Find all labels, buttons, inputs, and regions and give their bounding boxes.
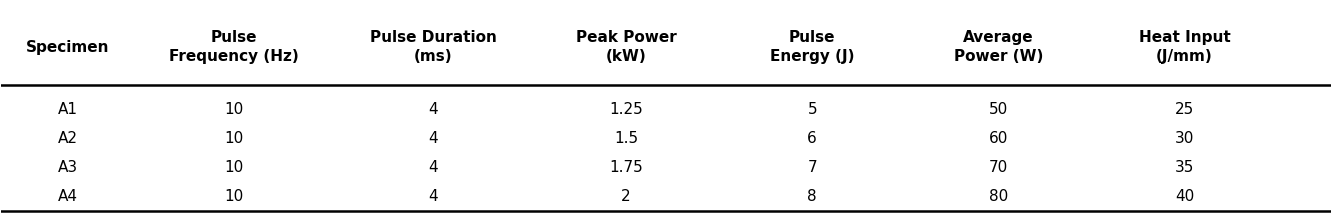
Text: 70: 70 — [988, 160, 1008, 175]
Text: 30: 30 — [1175, 131, 1193, 146]
Text: 25: 25 — [1175, 102, 1193, 117]
Text: 4: 4 — [429, 102, 438, 117]
Text: Pulse Duration
(ms): Pulse Duration (ms) — [370, 30, 497, 64]
Text: 10: 10 — [224, 189, 244, 204]
Text: 7: 7 — [807, 160, 817, 175]
Text: Pulse
Frequency (Hz): Pulse Frequency (Hz) — [169, 30, 298, 64]
Text: 2: 2 — [621, 189, 631, 204]
Text: Average
Power (W): Average Power (W) — [954, 30, 1043, 64]
Text: 6: 6 — [807, 131, 817, 146]
Text: 10: 10 — [224, 102, 244, 117]
Text: 35: 35 — [1175, 160, 1193, 175]
Text: 40: 40 — [1175, 189, 1193, 204]
Text: Specimen: Specimen — [27, 40, 109, 55]
Text: 10: 10 — [224, 131, 244, 146]
Text: Peak Power
(kW): Peak Power (kW) — [575, 30, 677, 64]
Text: 80: 80 — [988, 189, 1008, 204]
Text: 4: 4 — [429, 189, 438, 204]
Text: 50: 50 — [988, 102, 1008, 117]
Text: A4: A4 — [57, 189, 77, 204]
Text: 1.75: 1.75 — [609, 160, 643, 175]
Text: 1.25: 1.25 — [609, 102, 643, 117]
Text: 1.5: 1.5 — [614, 131, 638, 146]
Text: A2: A2 — [57, 131, 77, 146]
Text: A1: A1 — [57, 102, 77, 117]
Text: Pulse
Energy (J): Pulse Energy (J) — [770, 30, 854, 64]
Text: Heat Input
(J/mm): Heat Input (J/mm) — [1139, 30, 1231, 64]
Text: 60: 60 — [988, 131, 1008, 146]
Text: 4: 4 — [429, 160, 438, 175]
Text: 8: 8 — [807, 189, 817, 204]
Text: 5: 5 — [807, 102, 817, 117]
Text: A3: A3 — [57, 160, 77, 175]
Text: 4: 4 — [429, 131, 438, 146]
Text: 10: 10 — [224, 160, 244, 175]
